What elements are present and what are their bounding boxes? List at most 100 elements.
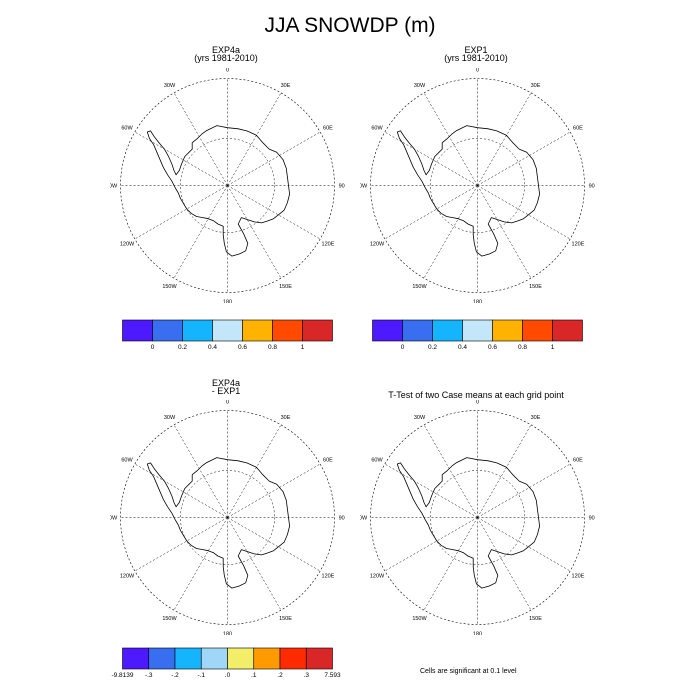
longitude-label: 30W	[414, 415, 426, 421]
panel-title: EXP1	[464, 45, 488, 55]
meridian-line	[477, 424, 532, 518]
colorbar-label: .1	[251, 672, 257, 679]
longitude-label: 30E	[281, 415, 291, 421]
colorbar-swatch	[552, 319, 583, 342]
colorbar-swatch	[122, 319, 153, 342]
longitude-label: 60W	[371, 126, 383, 132]
latitude-circle	[430, 470, 525, 565]
meridian-line	[384, 185, 478, 240]
colorbar-swatch	[227, 647, 255, 670]
longitude-label: 0	[226, 68, 229, 74]
longitude-label: 150E	[529, 284, 542, 290]
meridian-line	[227, 463, 321, 518]
longitude-label: 90W	[360, 516, 368, 522]
latitude-circle	[180, 138, 275, 233]
longitude-label: 0	[476, 68, 479, 74]
meridian-line	[477, 92, 532, 186]
longitude-label: 30W	[164, 415, 176, 421]
panel-title: EXP4a	[211, 378, 241, 388]
colorbar-swatch	[372, 319, 403, 342]
meridian-line	[477, 131, 571, 186]
longitude-label: 90E	[589, 516, 595, 522]
map-boundary	[370, 78, 585, 293]
map-exp4a: 0 30E 60E 90E 120E 150E 180 150W 120W 90W 60W 30W	[110, 68, 345, 303]
longitude-label: 30E	[531, 415, 541, 421]
longitude-label: 150W	[412, 616, 427, 622]
meridian-line	[384, 517, 478, 572]
longitude-label: 90E	[589, 184, 595, 190]
colorbar-label: 7.593	[324, 672, 341, 679]
longitude-label: 150E	[279, 284, 292, 290]
colorbar-swatch	[462, 319, 493, 342]
meridian-line	[227, 131, 321, 186]
colorbar-swatch	[174, 647, 202, 670]
meridian-line	[477, 185, 532, 279]
antarctica-coastline	[396, 125, 541, 257]
meridian-line	[477, 463, 571, 518]
panel-subtitle: (yrs 1981-2010)	[194, 53, 258, 63]
longitude-label: 120E	[322, 242, 335, 248]
colorbar-swatch	[402, 319, 433, 342]
colorbar-label: 0.2	[428, 344, 437, 351]
longitude-label: 90W	[110, 516, 118, 522]
colorbar-swatch	[122, 647, 150, 670]
longitude-label: 180	[223, 632, 232, 636]
longitude-label: 120E	[322, 574, 335, 580]
colorbar-swatch	[492, 319, 523, 342]
map-difference: 0 30E 60E 90E 120E 150E 180 150W 120W 90W 60W 30W	[110, 400, 345, 635]
longitude-label: 120E	[572, 574, 585, 580]
longitude-label: 90W	[110, 184, 118, 190]
colorbar-swatch	[522, 319, 553, 342]
map-exp1: 0 30E 60E 90E 120E 150E 180 150W 120W 90W 60W 30W	[360, 68, 595, 303]
colorbar-exp4a: 0 0.2 0.4 0.6 0.8 1	[122, 319, 333, 351]
figure-title: JJA SNOWDP (m)	[264, 14, 436, 37]
longitude-label: 60W	[121, 126, 133, 132]
longitude-label: 60E	[323, 126, 333, 132]
longitude-label: 120W	[370, 242, 385, 248]
colorbar-swatch	[305, 647, 333, 670]
antarctica-coastline	[146, 125, 291, 257]
meridian-line	[173, 517, 228, 611]
colorbar-label: -.3	[145, 672, 153, 679]
longitude-label: 90W	[360, 184, 368, 190]
meridian-line	[477, 517, 571, 572]
panel-subtitle: (yrs 1981-2010)	[444, 53, 508, 63]
meridian-line	[227, 92, 282, 186]
colorbar-swatch	[182, 319, 213, 342]
panel-title: T-Test of two Case means at each grid po…	[388, 390, 564, 400]
latitude-circle	[430, 138, 525, 233]
colorbar-label: 0	[151, 344, 155, 351]
meridian-line	[477, 517, 532, 611]
meridian-line	[477, 185, 571, 240]
panel-subtitle: - EXP1	[211, 386, 241, 396]
panel-title-exp1: EXP1 (yrs 1981-2010)	[376, 45, 576, 63]
meridian-line	[227, 517, 321, 572]
meridian-line	[227, 185, 282, 279]
meridian-line	[227, 424, 282, 518]
meridian-line	[134, 185, 228, 240]
colorbar-label: .0	[225, 672, 231, 679]
significance-note: Cells are significant at 0.1 level	[420, 668, 517, 675]
longitude-label: 120W	[370, 574, 385, 580]
longitude-label: 150W	[162, 616, 177, 622]
meridian-line	[423, 517, 478, 611]
map-ttest: 0 30E 60E 90E 120E 150E 180 150W 120W 90W 60W 30W	[360, 400, 595, 635]
meridian-line	[134, 517, 228, 572]
meridian-line	[384, 131, 478, 186]
longitude-label: 120W	[120, 242, 135, 248]
colorbar-label: 1	[551, 344, 555, 351]
colorbar-swatch	[302, 319, 333, 342]
longitude-label: 30E	[531, 83, 541, 89]
meridian-line	[423, 92, 478, 186]
meridian-line	[384, 463, 478, 518]
longitude-label: 90E	[339, 184, 345, 190]
panel-title-ttest: T-Test of two Case means at each grid po…	[356, 390, 596, 400]
longitude-label: 60W	[371, 458, 383, 464]
colorbar-label: 1	[301, 344, 305, 351]
colorbar-swatch	[148, 647, 176, 670]
colorbar-exp1: 0 0.2 0.4 0.6 0.8 1	[372, 319, 583, 351]
meridian-line	[227, 517, 282, 611]
meridian-line	[134, 131, 228, 186]
meridian-line	[173, 424, 228, 518]
longitude-label: 0	[476, 400, 479, 406]
